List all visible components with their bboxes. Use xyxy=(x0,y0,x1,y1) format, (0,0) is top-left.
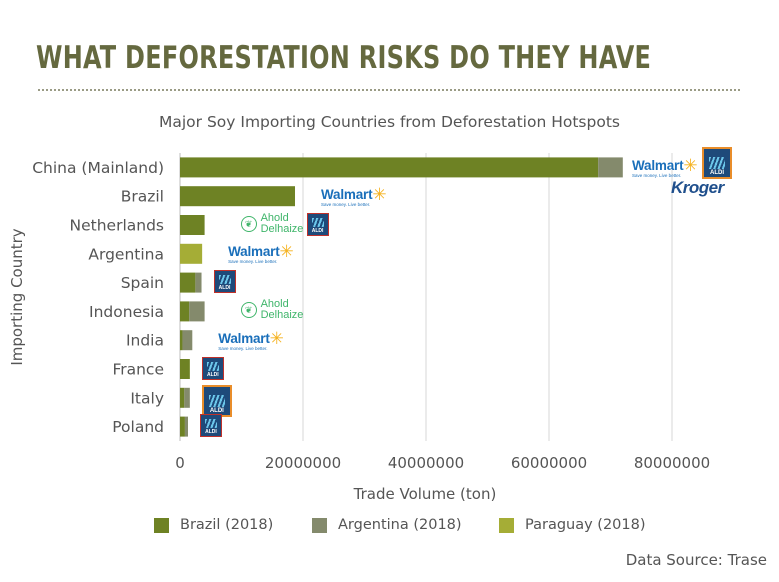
aldi-logo: ALDI xyxy=(702,147,732,179)
walmart-wordmark: Walmart xyxy=(218,330,270,346)
y-tick-label: Indonesia xyxy=(89,303,164,321)
page-title: WHAT DEFORESTATION RISKS DO THEY HAVE xyxy=(36,40,652,76)
bar-argentina xyxy=(189,301,205,322)
bar-brazil xyxy=(180,416,185,437)
bar-brazil xyxy=(180,186,296,207)
y-tick-label: China (Mainland) xyxy=(32,159,164,177)
bar-argentina xyxy=(195,272,202,293)
aldi-stripes-icon xyxy=(218,275,231,285)
bar-brazil xyxy=(180,301,190,322)
spark-icon: ✳ xyxy=(372,184,387,204)
legend-item-argentina: Argentina (2018) xyxy=(312,517,462,533)
title-divider xyxy=(38,89,740,91)
y-tick-label: India xyxy=(126,332,164,350)
walmart-tagline: Save money. Live better. xyxy=(632,173,682,178)
x-tick-label: 0 xyxy=(175,454,185,472)
aldi-logo: ALDI xyxy=(201,385,232,418)
aldi-wordmark: ALDI xyxy=(206,371,219,378)
y-tick-label: Italy xyxy=(130,389,164,407)
x-tick-label: 20000000 xyxy=(265,454,341,472)
walmart-wordmark: Walmart xyxy=(228,244,280,260)
legend-item-brazil: Brazil (2018) xyxy=(154,517,273,533)
bar-brazil xyxy=(180,157,599,178)
aldi-stripes-icon xyxy=(206,361,219,371)
data-source: Data Source: Trase xyxy=(625,551,767,569)
y-tick-label: Brazil xyxy=(121,188,164,206)
bar-paraguay xyxy=(180,243,203,264)
ahold-wordmark: Ahold Delhaize xyxy=(260,211,304,235)
legend-swatch-paraguay xyxy=(499,517,514,533)
aldi-wordmark: ALDI xyxy=(218,285,231,292)
walmart-logo: Walmart✳ Save money. Live better. xyxy=(632,155,698,179)
aldi-logo: ALDI xyxy=(199,414,222,438)
bar-argentina xyxy=(184,387,190,408)
aldi-stripes-icon xyxy=(204,419,217,429)
bar-brazil xyxy=(180,272,196,293)
y-axis-title: Importing Country xyxy=(8,228,26,365)
bar-argentina xyxy=(598,157,623,178)
y-tick-label: Netherlands xyxy=(70,217,164,235)
y-tick-label: Argentina xyxy=(88,245,164,263)
x-axis-title: Trade Volume (ton) xyxy=(353,485,497,503)
x-tick-label: 60000000 xyxy=(511,454,587,472)
bar-brazil xyxy=(180,330,183,351)
y-tick-label: France xyxy=(112,361,164,379)
ahold-wordmark: Ahold Delhaize xyxy=(260,298,304,321)
legend-label-brazil: Brazil (2018) xyxy=(180,517,274,533)
walmart-logo: Walmart✳ Save money. Live better. xyxy=(228,241,294,265)
walmart-tagline: Save money. Live better. xyxy=(218,345,268,351)
bar-argentina xyxy=(184,416,188,437)
ahold-leaf-icon: ❦ xyxy=(240,302,257,318)
ahold-delhaize-logo: ❦ Ahold Delhaize xyxy=(240,298,304,321)
chart-title: Major Soy Importing Countries from Defor… xyxy=(159,113,620,131)
legend-item-paraguay: Paraguay (2018) xyxy=(499,517,646,533)
y-tick-label: Poland xyxy=(112,418,164,436)
aldi-stripes-icon xyxy=(208,395,225,408)
spark-icon: ✳ xyxy=(683,156,698,175)
aldi-stripes-icon xyxy=(311,217,324,227)
spark-icon: ✳ xyxy=(269,328,284,348)
y-tick-label: Spain xyxy=(121,274,164,292)
aldi-logo: ALDI xyxy=(201,356,224,380)
aldi-wordmark: ALDI xyxy=(710,170,724,176)
legend-swatch-brazil xyxy=(154,517,169,533)
aldi-wordmark: ALDI xyxy=(209,408,224,415)
chart-legend: Brazil (2018) Argentina (2018) Paraguay … xyxy=(0,517,779,537)
kroger-logo: Kroger xyxy=(671,178,724,197)
legend-swatch-argentina xyxy=(312,517,327,533)
aldi-logo: ALDI xyxy=(306,212,329,236)
aldi-wordmark: ALDI xyxy=(205,429,217,436)
walmart-tagline: Save money. Live better. xyxy=(321,201,371,207)
bar-argentina xyxy=(182,330,193,351)
walmart-wordmark: Walmart xyxy=(632,158,684,173)
x-tick-label: 80000000 xyxy=(634,454,710,472)
bar-brazil xyxy=(180,387,185,408)
walmart-logo: Walmart✳ Save money. Live better. xyxy=(218,328,284,352)
legend-label-paraguay: Paraguay (2018) xyxy=(525,517,646,533)
aldi-stripes-icon xyxy=(709,157,725,169)
ahold-leaf-icon: ❦ xyxy=(240,215,257,232)
bar-brazil xyxy=(180,215,205,235)
legend-label-argentina: Argentina (2018) xyxy=(338,517,462,533)
walmart-logo: Walmart✳ Save money. Live better. xyxy=(321,184,387,208)
spark-icon: ✳ xyxy=(279,242,294,262)
walmart-wordmark: Walmart xyxy=(321,186,373,202)
x-tick-label: 40000000 xyxy=(388,454,464,472)
aldi-logo: ALDI xyxy=(213,270,236,294)
ahold-delhaize-logo: ❦ Ahold Delhaize xyxy=(240,211,304,235)
aldi-wordmark: ALDI xyxy=(311,227,324,234)
walmart-tagline: Save money. Live better. xyxy=(228,259,278,265)
bar-brazil xyxy=(180,359,190,379)
